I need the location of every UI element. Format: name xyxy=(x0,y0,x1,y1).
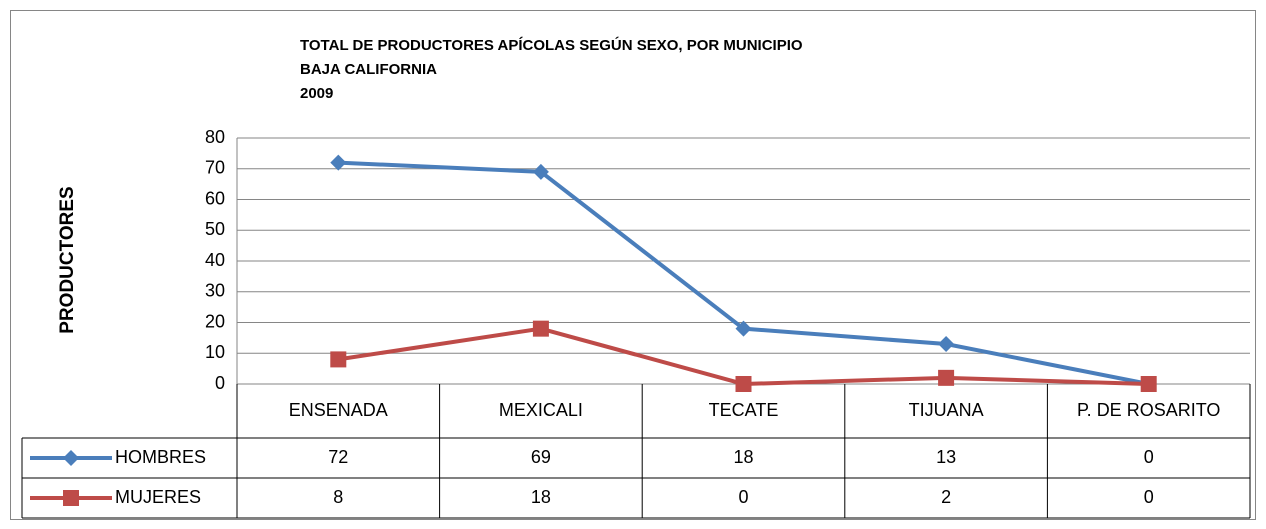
table-value: 0 xyxy=(1144,487,1154,507)
table-value: 8 xyxy=(333,487,343,507)
table-value: 69 xyxy=(531,447,551,467)
point-marker xyxy=(330,154,347,171)
x-tick-label: ENSENADA xyxy=(289,400,388,420)
x-tick-label: MEXICALI xyxy=(499,400,583,420)
y-tick-label: 80 xyxy=(205,127,225,147)
x-tick-label: TECATE xyxy=(709,400,779,420)
y-axis-title: PRODUCTORES xyxy=(57,186,78,333)
y-tick-label: 10 xyxy=(205,342,225,362)
y-tick-label: 50 xyxy=(205,219,225,239)
table-value: 72 xyxy=(328,447,348,467)
legend-marker xyxy=(63,490,79,506)
point-marker xyxy=(735,320,752,337)
point-marker xyxy=(938,336,955,353)
y-tick-label: 0 xyxy=(215,373,225,393)
table-value: 0 xyxy=(1144,447,1154,467)
table-value: 2 xyxy=(941,487,951,507)
y-tick-label: 40 xyxy=(205,250,225,270)
point-marker xyxy=(938,369,955,386)
point-marker xyxy=(330,351,347,368)
x-tick-label: TIJUANA xyxy=(909,400,984,420)
table-value: 13 xyxy=(936,447,956,467)
y-tick-label: 20 xyxy=(205,311,225,331)
legend-label: HOMBRES xyxy=(115,447,206,467)
point-marker xyxy=(532,163,549,180)
point-marker xyxy=(735,376,752,392)
chart-title: TOTAL DE PRODUCTORES APÍCOLAS SEGÚN SEXO… xyxy=(300,36,803,54)
x-tick-label: P. DE ROSARITO xyxy=(1077,400,1220,420)
table-value: 18 xyxy=(531,487,551,507)
y-tick-label: 30 xyxy=(205,281,225,301)
point-marker xyxy=(532,320,549,337)
table-value: 18 xyxy=(733,447,753,467)
point-marker xyxy=(1140,376,1157,392)
y-tick-label: 60 xyxy=(205,188,225,208)
legend-marker xyxy=(63,450,79,466)
chart-border xyxy=(10,10,1256,520)
chart-title: 2009 xyxy=(300,85,333,102)
table-value: 0 xyxy=(738,487,748,507)
y-tick-label: 70 xyxy=(205,158,225,178)
legend-label: MUJERES xyxy=(115,487,201,507)
chart-title: BAJA CALIFORNIA xyxy=(300,61,437,78)
